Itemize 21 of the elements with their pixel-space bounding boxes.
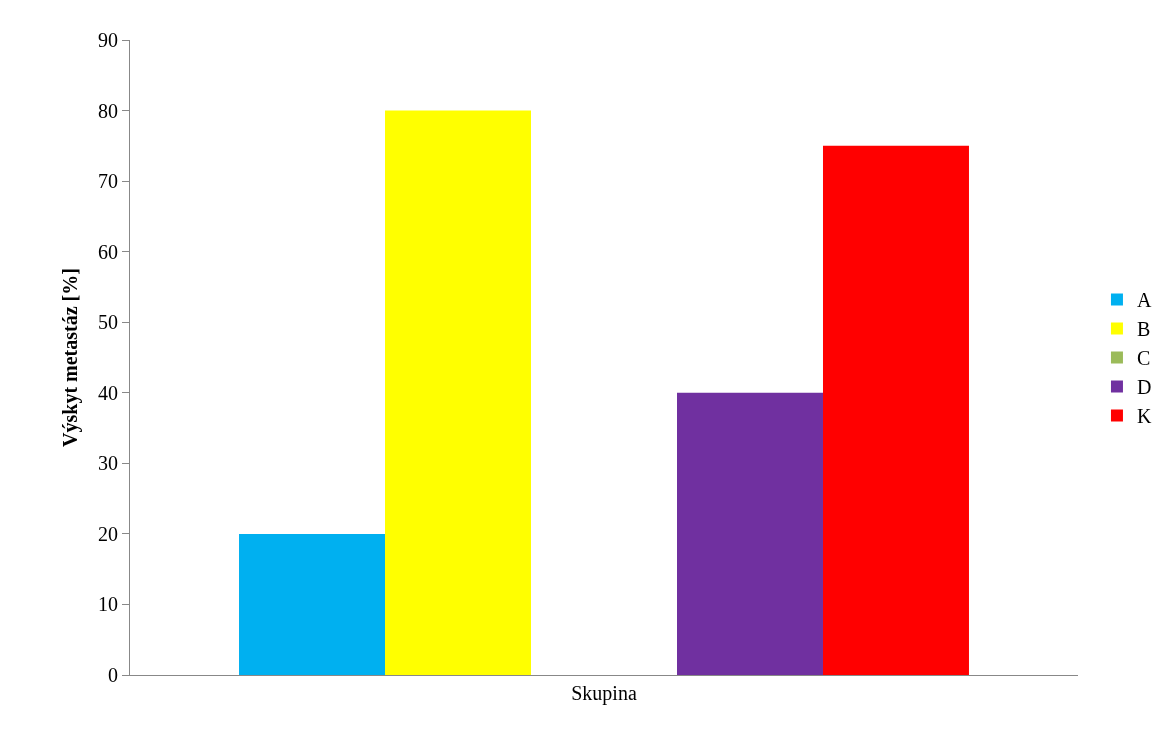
y-tick-label: 10 xyxy=(98,593,118,616)
y-tick-label: 50 xyxy=(98,311,118,334)
legend-label: D xyxy=(1136,376,1152,399)
y-tick-label: 70 xyxy=(98,170,118,193)
y-tick-label: 30 xyxy=(98,452,118,475)
legend-label: A xyxy=(1136,289,1152,312)
bar xyxy=(677,392,823,675)
legend-label: C xyxy=(1136,347,1151,370)
y-axis-title: Výskyt metastáz [%] xyxy=(58,268,82,447)
y-tick-label: 60 xyxy=(98,240,118,263)
y-tick-label: 40 xyxy=(98,381,118,404)
y-tick-label: 80 xyxy=(98,99,118,122)
y-tick-label: 20 xyxy=(98,522,118,545)
y-tick-label: 0 xyxy=(108,664,118,686)
y-tick-label: 90 xyxy=(98,29,118,51)
bar xyxy=(822,145,969,675)
legend-label: B xyxy=(1136,318,1151,341)
bar xyxy=(385,110,531,675)
x-tick-label: Skupina xyxy=(571,682,637,705)
bar xyxy=(239,533,386,675)
legend-label: K xyxy=(1136,405,1152,428)
